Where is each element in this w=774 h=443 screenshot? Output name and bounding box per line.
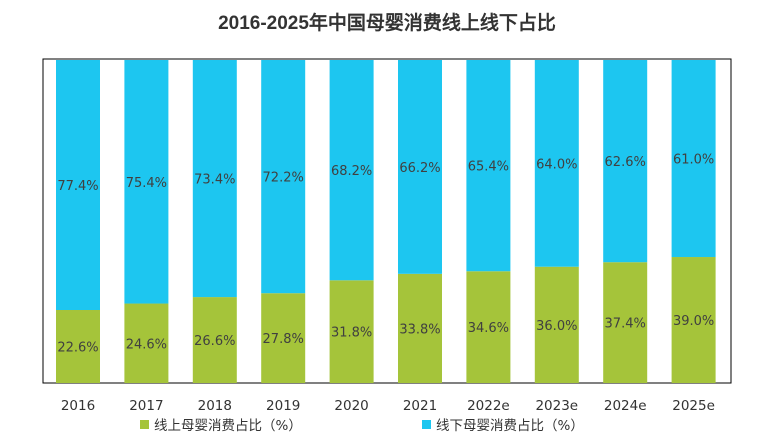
data-label-online-2018: 26.6% (194, 334, 235, 349)
data-label-offline-2024e: 62.6% (605, 155, 646, 170)
data-label-online-2024e: 37.4% (605, 317, 646, 332)
legend-item-offline: 线下母婴消费占比（%） (422, 414, 584, 434)
bar-online-2018 (192, 297, 237, 383)
bar-offline-2022e (466, 60, 511, 272)
bar-online-2025e (671, 257, 716, 383)
data-label-offline-2020: 68.2% (331, 164, 372, 179)
bar-offline-2023e (534, 60, 579, 267)
data-label-offline-2022e: 65.4% (468, 160, 509, 175)
x-tick-label-2019: 2019 (266, 398, 300, 414)
data-label-offline-2018: 73.4% (194, 173, 235, 188)
x-tick-label-2020: 2020 (334, 398, 368, 414)
x-tick-label-2022e: 2022e (467, 398, 510, 414)
x-tick-label-2021: 2021 (403, 398, 437, 414)
bar-offline-2021 (398, 60, 442, 274)
bar-offline-2017 (124, 60, 169, 304)
bar-offline-2025e (671, 60, 716, 258)
data-label-online-2021: 33.8% (399, 322, 440, 337)
legend-label-online: 线上母婴消费占比（%） (154, 418, 302, 434)
data-label-offline-2017: 75.4% (126, 176, 167, 191)
bar-online-2017 (124, 303, 169, 383)
bar-online-2022e (466, 271, 511, 383)
data-label-offline-2023e: 64.0% (536, 157, 577, 172)
x-tick-label-2025e: 2025e (672, 398, 715, 414)
bar-online-2020 (329, 280, 374, 383)
bar-online-2016 (56, 310, 100, 383)
bar-online-2024e (603, 262, 648, 383)
x-tick-label-2024e: 2024e (604, 398, 647, 414)
bar-offline-2016 (56, 60, 100, 311)
data-label-online-2016: 22.6% (57, 341, 98, 356)
legend-item-online: 线上母婴消费占比（%） (140, 414, 302, 434)
data-label-online-2017: 24.6% (126, 337, 167, 352)
data-label-online-2020: 31.8% (331, 326, 372, 341)
legend-label-offline: 线下母婴消费占比（%） (436, 418, 584, 434)
x-tick-label-2018: 2018 (198, 398, 232, 414)
bar-offline-2020 (329, 60, 374, 281)
data-label-offline-2016: 77.4% (57, 179, 98, 194)
bar-online-2023e (534, 266, 579, 383)
x-tick-label-2017: 2017 (129, 398, 163, 414)
data-label-offline-2021: 66.2% (399, 161, 440, 176)
bar-offline-2018 (192, 60, 237, 298)
data-label-offline-2025e: 61.0% (673, 153, 714, 168)
x-tick-label-2023e: 2023e (535, 398, 578, 414)
bar-online-2021 (398, 273, 442, 383)
data-label-online-2023e: 36.0% (536, 319, 577, 334)
data-label-online-2025e: 39.0% (673, 314, 714, 329)
bar-offline-2019 (261, 60, 306, 294)
legend: 线上母婴消费占比（%） 线下母婴消费占比（%） (0, 414, 774, 436)
x-tick-label-2016: 2016 (61, 398, 95, 414)
legend-swatch-offline (422, 419, 431, 429)
bar-offline-2024e (603, 60, 648, 263)
chart-title: 2016-2025年中国母婴消费线上线下占比 (218, 13, 556, 34)
data-label-online-2022e: 34.6% (468, 321, 509, 336)
legend-swatch-online (140, 419, 149, 429)
data-label-online-2019: 27.8% (263, 332, 304, 347)
data-label-offline-2019: 72.2% (263, 171, 304, 186)
bar-online-2019 (261, 293, 306, 383)
